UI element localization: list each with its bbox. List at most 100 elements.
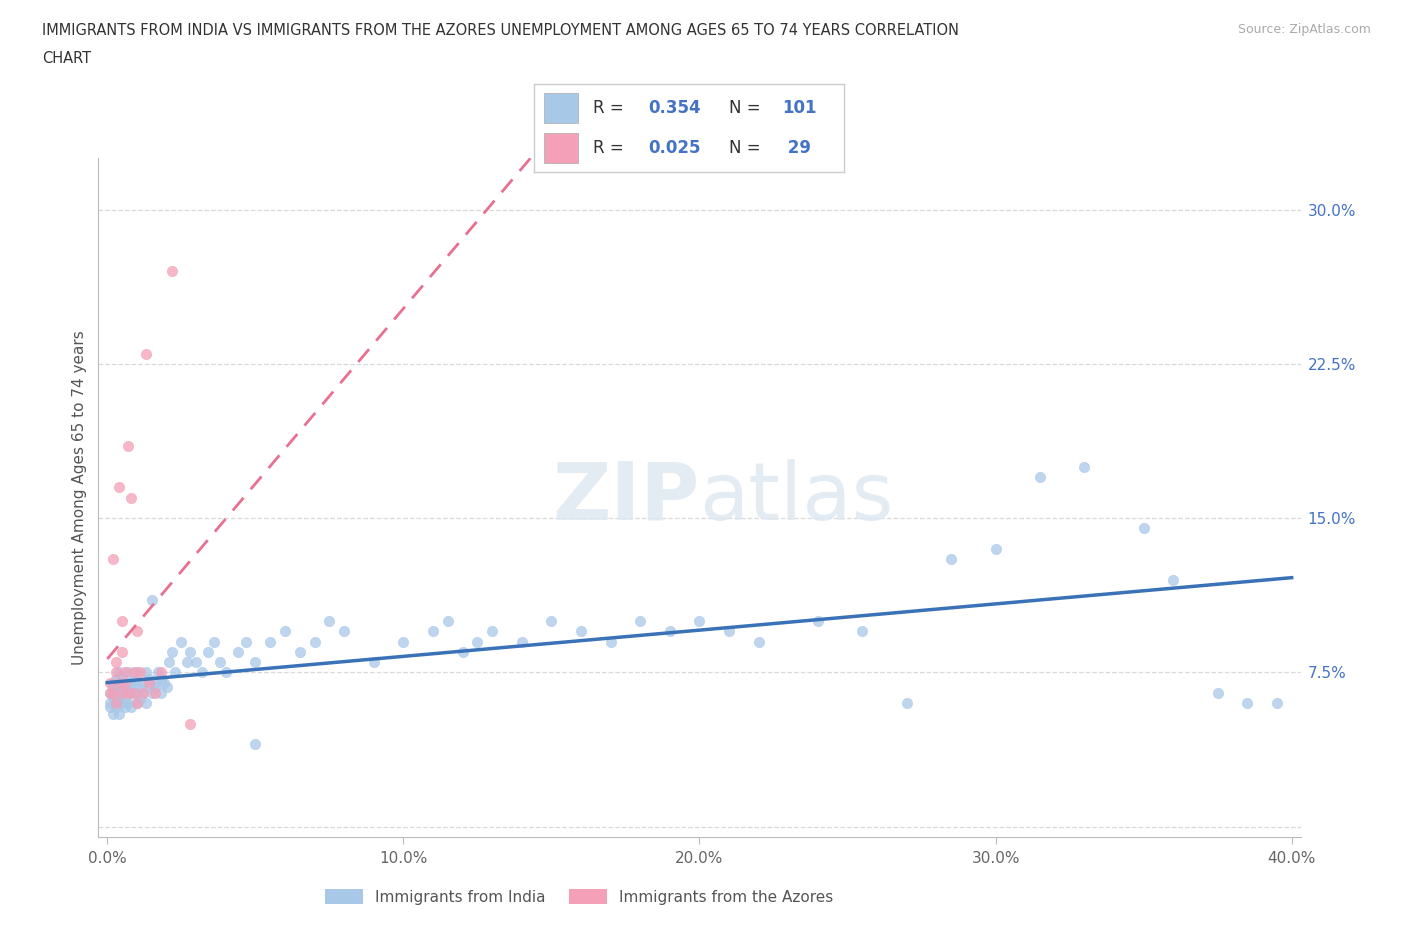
Point [202,634,225,649]
Point [103,551,125,566]
Point [288,644,311,659]
Point [111,696,134,711]
Point [197,644,219,659]
Point [138,680,160,695]
Point [114,692,136,707]
Point [984,541,1007,556]
Point [510,634,533,649]
Point [235,634,257,649]
Point [108,675,131,690]
Point [114,700,136,715]
Point [141,593,163,608]
Point [896,696,918,711]
Point [143,685,166,700]
Point [135,665,157,680]
Text: atlas: atlas [700,458,894,537]
Point [114,665,136,680]
Point [103,706,125,721]
Point [152,675,174,690]
Point [108,706,131,721]
Point [98,696,121,711]
Point [111,685,134,700]
Point [540,614,562,629]
Point [467,634,489,649]
Point [105,696,128,711]
Point [245,737,267,751]
Point [363,655,385,670]
Point [103,685,125,700]
Point [191,665,214,680]
Point [125,665,148,680]
Point [128,680,150,695]
Text: N =: N = [730,140,766,157]
Text: IMMIGRANTS FROM INDIA VS IMMIGRANTS FROM THE AZORES UNEMPLOYMENT AMONG AGES 65 T: IMMIGRANTS FROM INDIA VS IMMIGRANTS FROM… [42,23,959,38]
Point [111,675,134,690]
Point [135,346,157,361]
Point [599,634,621,649]
FancyBboxPatch shape [544,93,578,124]
Point [176,655,198,670]
Point [128,692,150,707]
Text: 0.354: 0.354 [648,100,702,117]
Text: 0.025: 0.025 [648,140,702,157]
Point [184,655,207,670]
Point [111,685,134,700]
Point [226,644,249,659]
Y-axis label: Unemployment Among Ages 65 to 74 years: Unemployment Among Ages 65 to 74 years [72,330,87,665]
Point [688,614,710,629]
Point [111,614,134,629]
Point [422,624,444,639]
Point [114,680,136,695]
Point [125,696,148,711]
Point [1161,572,1184,587]
Point [304,634,326,649]
Point [155,680,177,695]
Point [120,685,142,700]
Point [98,675,121,690]
Point [117,685,139,700]
Point [1236,696,1258,711]
Point [215,665,238,680]
Point [141,685,163,700]
Point [125,624,148,639]
Point [122,665,145,680]
Point [333,624,356,639]
Point [108,680,131,695]
Point [98,685,121,700]
Text: Source: ZipAtlas.com: Source: ZipAtlas.com [1237,23,1371,36]
Point [105,685,128,700]
Point [120,700,142,715]
Text: ZIP: ZIP [553,458,700,537]
Point [658,624,681,639]
Point [132,685,155,700]
Point [146,665,169,680]
Point [143,675,166,690]
Point [117,665,139,680]
Point [125,696,148,711]
Point [128,665,150,680]
Text: 101: 101 [782,100,817,117]
Point [117,675,139,690]
Point [103,675,125,690]
Point [143,680,166,695]
Point [108,692,131,707]
Point [436,614,458,629]
Point [105,696,128,711]
Text: CHART: CHART [42,51,91,66]
Point [1206,685,1229,700]
Point [105,665,128,680]
Point [108,480,131,495]
Text: R =: R = [593,140,628,157]
Point [111,644,134,659]
Point [103,680,125,695]
Point [245,655,267,670]
Point [1029,470,1052,485]
Point [451,644,474,659]
Point [138,671,160,686]
Point [165,665,187,680]
Point [179,716,201,731]
Point [149,671,172,686]
Point [122,671,145,686]
Point [132,685,155,700]
Point [135,696,157,711]
